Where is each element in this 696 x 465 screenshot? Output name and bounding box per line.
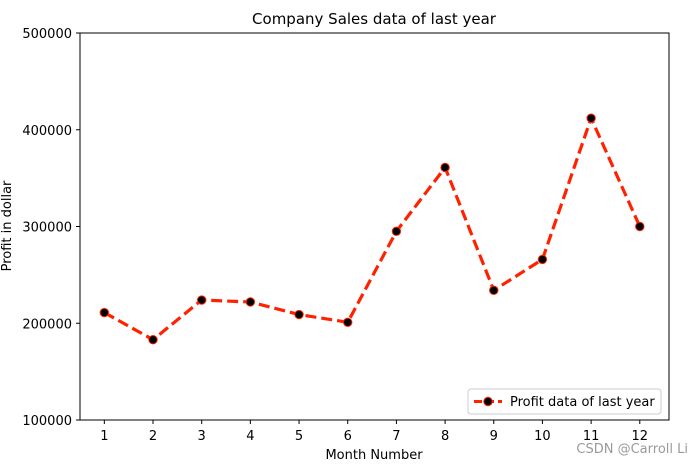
y-axis: 100000 200000 300000 400000 500000 [22,27,80,429]
y-axis-label: Profit in dollar [0,180,15,271]
y-tick-label: 100000 [22,414,72,429]
data-point [391,226,402,237]
data-point [635,221,645,232]
data-point [586,113,596,123]
x-tick-label: 10 [534,429,551,444]
y-tick-label: 400000 [22,124,72,139]
y-tick-label: 500000 [22,27,72,42]
data-point [537,254,548,265]
x-tick-label: 5 [295,429,303,444]
x-tick-label: 7 [392,429,400,444]
x-tick-label: 9 [490,429,498,444]
x-axis: 1 2 3 4 5 6 7 8 9 10 11 12 [100,420,648,444]
y-tick-label: 300000 [22,221,72,236]
x-tick-label: 4 [246,429,254,444]
chart-title: Company Sales data of last year [252,10,497,28]
series-line [103,116,642,342]
data-point [99,307,110,318]
series-layer [99,113,645,345]
x-tick-label: 11 [583,429,600,444]
data-point [245,297,256,307]
x-axis-label: Month Number [325,448,423,463]
data-point [343,317,353,327]
x-tick-label: 6 [344,429,352,444]
data-point [148,334,158,345]
data-point [294,309,304,320]
legend: Profit data of last year [467,388,662,415]
x-tick-label: 3 [198,429,206,444]
x-tick-label: 8 [441,429,449,444]
legend-box [467,388,662,415]
legend-marker-swatch [483,396,493,407]
data-point [440,162,450,173]
legend-label: Profit data of last year [510,395,655,410]
x-tick-label: 2 [149,429,157,444]
data-point [489,285,499,296]
y-tick-label: 200000 [22,317,72,332]
x-tick-label: 12 [632,429,649,444]
data-point [196,295,207,305]
watermark: CSDN @Carroll Li [576,442,688,457]
plot-area-frame [79,32,670,421]
x-tick-label: 1 [100,429,108,444]
